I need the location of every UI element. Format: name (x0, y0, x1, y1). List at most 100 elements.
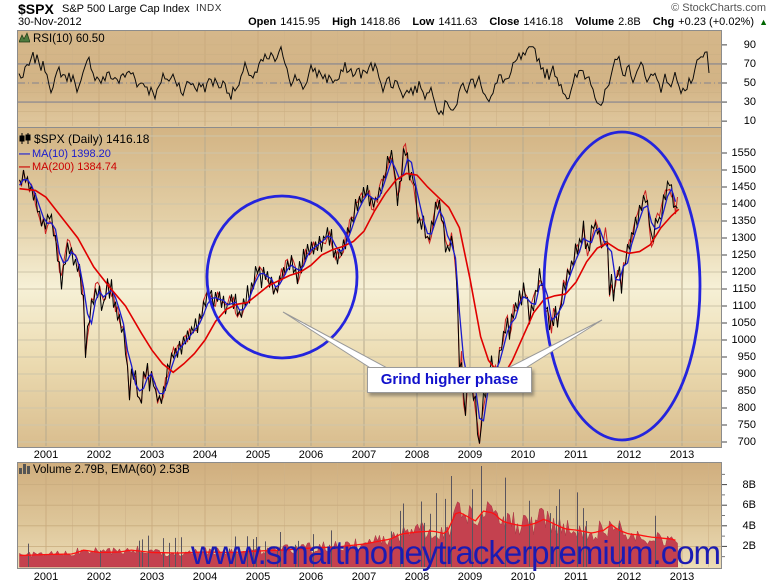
year-label-mid: 2006 (298, 449, 324, 461)
price-axis-label: 1300 (731, 232, 756, 244)
price-axis-label: 1250 (731, 249, 756, 261)
year-label-mid: 2007 (351, 449, 377, 461)
volume-legend-text: Volume 2.79B, EMA(60) 2.53B (33, 464, 190, 476)
candlestick-icon (19, 133, 31, 148)
year-label-bottom: 2002 (86, 571, 112, 583)
high-value: 1418.86 (360, 16, 401, 28)
chg-label: Chg (652, 16, 675, 28)
annotation-ellipse (205, 194, 359, 360)
low-label: Low (412, 16, 435, 28)
volume-axis-label: 6B (742, 499, 756, 512)
ma200-swatch: — (19, 161, 30, 173)
index-name: S&P 500 Large Cap Index (62, 3, 190, 15)
year-label-bottom: 2003 (139, 571, 165, 583)
price-legend-title: $SPX (Daily) 1416.18 (34, 132, 150, 146)
year-label-bottom: 2006 (298, 571, 324, 583)
ma10-legend-text: MA(10) 1398.20 (32, 147, 111, 160)
rsi-legend-text: RSI(10) 60.50 (33, 33, 105, 45)
volume-axis-label: 2B (742, 540, 756, 553)
year-label-mid: 2013 (669, 449, 695, 461)
price-axis-label: 1550 (731, 147, 756, 159)
year-label-bottom: 2011 (564, 571, 588, 583)
price-axis-label: 700 (737, 436, 756, 448)
close-value: 1416.18 (523, 16, 564, 28)
volume-axis-label: 4B (742, 519, 756, 532)
price-axis-label: 1050 (731, 317, 756, 329)
year-label-mid: 2002 (86, 449, 112, 461)
stockcharts-copyright: © StockCharts.com (671, 2, 766, 14)
ma200-legend-row: — MA(200) 1384.74 (19, 161, 149, 175)
low-value: 1411.63 (438, 16, 478, 28)
ma10-legend-row: — MA(10) 1398.20 (19, 148, 149, 162)
quote-bar: Open 1415.95 High 1418.86 Low 1411.63 Close… (239, 16, 768, 28)
rsi-axis-label: 30 (743, 96, 756, 109)
chg-value: +0.23 (+0.02%) (678, 16, 755, 28)
open-label: Open (248, 16, 277, 28)
year-label-mid: 2009 (457, 449, 483, 461)
volume-label: Volume (575, 16, 615, 28)
volume-ema-line (19, 510, 676, 557)
chart-date: 30-Nov-2012 (18, 16, 82, 28)
price-axis-label: 1450 (731, 181, 756, 193)
price-axis-label: 1350 (731, 215, 756, 227)
price-bars-red (19, 142, 678, 445)
price-axis-label: 1000 (731, 334, 756, 346)
year-label-mid: 2001 (33, 449, 59, 461)
price-axis-label: 800 (737, 402, 756, 414)
year-label-bottom: 2010 (510, 571, 536, 583)
symbol: $SPX (18, 1, 54, 17)
price-panel-background (17, 127, 722, 448)
callout-grind-higher-phase: Grind higher phase (367, 367, 532, 393)
volume-value: 2.8B (618, 16, 641, 28)
chart-header: $SPX S&P 500 Large Cap Index INDX © Stoc… (0, 0, 780, 30)
year-label-bottom: 2012 (616, 571, 642, 583)
year-label-bottom: 2005 (245, 571, 271, 583)
price-legend-title-row: $SPX (Daily) 1416.18 (19, 132, 150, 148)
year-label-bottom: 2004 (192, 571, 218, 583)
year-label-bottom: 2013 (669, 571, 695, 583)
annotation-ellipse (542, 130, 702, 442)
high-label: High (332, 16, 357, 28)
rsi-axis-label: 70 (743, 57, 756, 70)
year-label-mid: 2005 (245, 449, 271, 461)
year-label-mid: 2012 (616, 449, 642, 461)
price-axis-label: 1500 (731, 164, 756, 176)
price-axis-label: 750 (737, 419, 756, 431)
price-axis-label: 850 (737, 385, 756, 397)
price-axis-label: 1100 (732, 300, 756, 312)
rsi-line (18, 45, 710, 116)
price-axis-label: 950 (737, 351, 756, 363)
volume-area (19, 500, 679, 568)
price-bars-black (19, 148, 678, 444)
watermark-url: www.smartmoneytrackerpremium.com (190, 534, 721, 571)
close-label: Close (489, 16, 520, 28)
ma10-swatch: — (19, 147, 30, 160)
year-label-mid: 2010 (510, 449, 536, 461)
year-label-bottom: 2007 (351, 571, 377, 583)
price-axis-label: 1400 (731, 198, 756, 210)
year-label-bottom: 2008 (404, 571, 430, 583)
price-legend: $SPX (Daily) 1416.18 — MA(10) 1398.20 — MA… (19, 132, 150, 175)
price-axis-label: 900 (737, 368, 756, 380)
year-label-bottom: 2009 (457, 571, 483, 583)
volume-axis-label: 8B (742, 478, 756, 491)
volume-legend: Volume 2.79B, EMA(60) 2.53B (19, 463, 190, 477)
exchange: INDX (196, 3, 222, 14)
rsi-axis-label: 90 (743, 38, 756, 51)
ma200-legend-text: MA(200) 1384.74 (32, 161, 117, 173)
year-label-bottom: 2001 (33, 571, 59, 583)
ma200-line (19, 172, 680, 376)
price-axis-label: 1150 (732, 283, 756, 295)
price-axis-label: 1200 (731, 266, 756, 278)
year-label-mid: 2004 (192, 449, 218, 461)
volume-bars-icon (19, 463, 30, 477)
ma10-line (18, 158, 677, 422)
year-label-mid: 2008 (404, 449, 430, 461)
open-value: 1415.95 (280, 16, 320, 28)
rsi-axis-label: 10 (743, 115, 756, 128)
rsi-axis-label: 50 (743, 77, 756, 89)
change-up-arrow-icon: ▲ (759, 17, 768, 27)
year-label-mid: 2003 (139, 449, 165, 461)
